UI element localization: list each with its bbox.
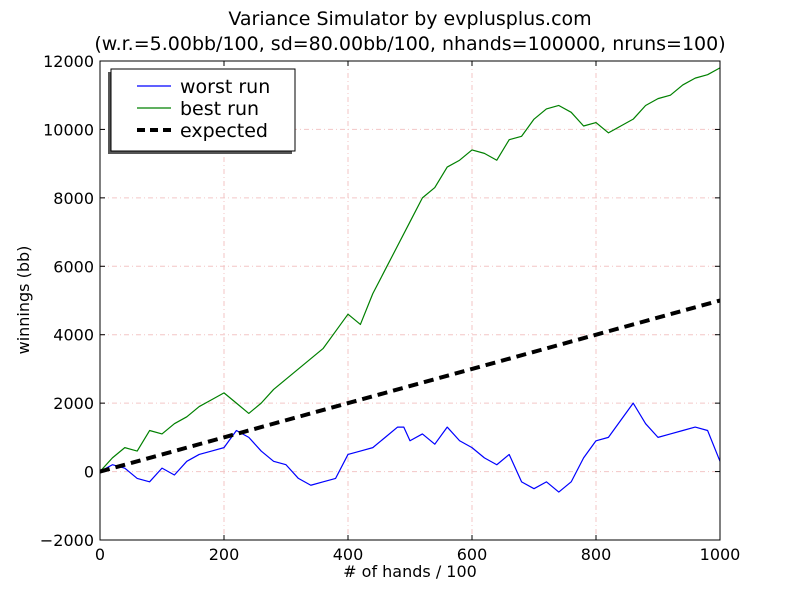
y-tick-label: −2000 xyxy=(40,531,94,550)
y-axis-label: winnings (bb) xyxy=(14,246,33,355)
chart-subtitle: (w.r.=5.00bb/100, sd=80.00bb/100, nhands… xyxy=(94,33,725,55)
y-tick-label: 10000 xyxy=(43,120,94,139)
series-line-best-run xyxy=(100,67,720,472)
x-tick-label: 200 xyxy=(209,545,240,564)
legend-label-expected: expected xyxy=(180,120,268,142)
x-tick-label: 1000 xyxy=(700,545,741,564)
series-line-expected xyxy=(100,298,720,474)
chart-title: Variance Simulator by evplusplus.com xyxy=(228,8,591,30)
y-tick-label: 8000 xyxy=(53,189,94,208)
series-group xyxy=(100,67,720,493)
y-tick-label: 2000 xyxy=(53,394,94,413)
plot-frame xyxy=(99,60,721,541)
x-tick-label: 0 xyxy=(95,545,105,564)
legend-box xyxy=(110,68,296,152)
series-line-worst-run xyxy=(100,402,720,493)
legend-label-best-run: best run xyxy=(180,98,259,120)
y-tick-label: 0 xyxy=(84,463,94,482)
x-axis-label: # of hands / 100 xyxy=(343,562,477,581)
x-tick-label: 600 xyxy=(457,545,488,564)
y-tick-label: 12000 xyxy=(43,52,94,71)
y-tick-label: 4000 xyxy=(53,326,94,345)
legend-label-worst-run: worst run xyxy=(180,76,270,98)
x-tick-label: 800 xyxy=(581,545,612,564)
x-tick-label: 400 xyxy=(333,545,364,564)
y-tick-label: 6000 xyxy=(53,257,94,276)
